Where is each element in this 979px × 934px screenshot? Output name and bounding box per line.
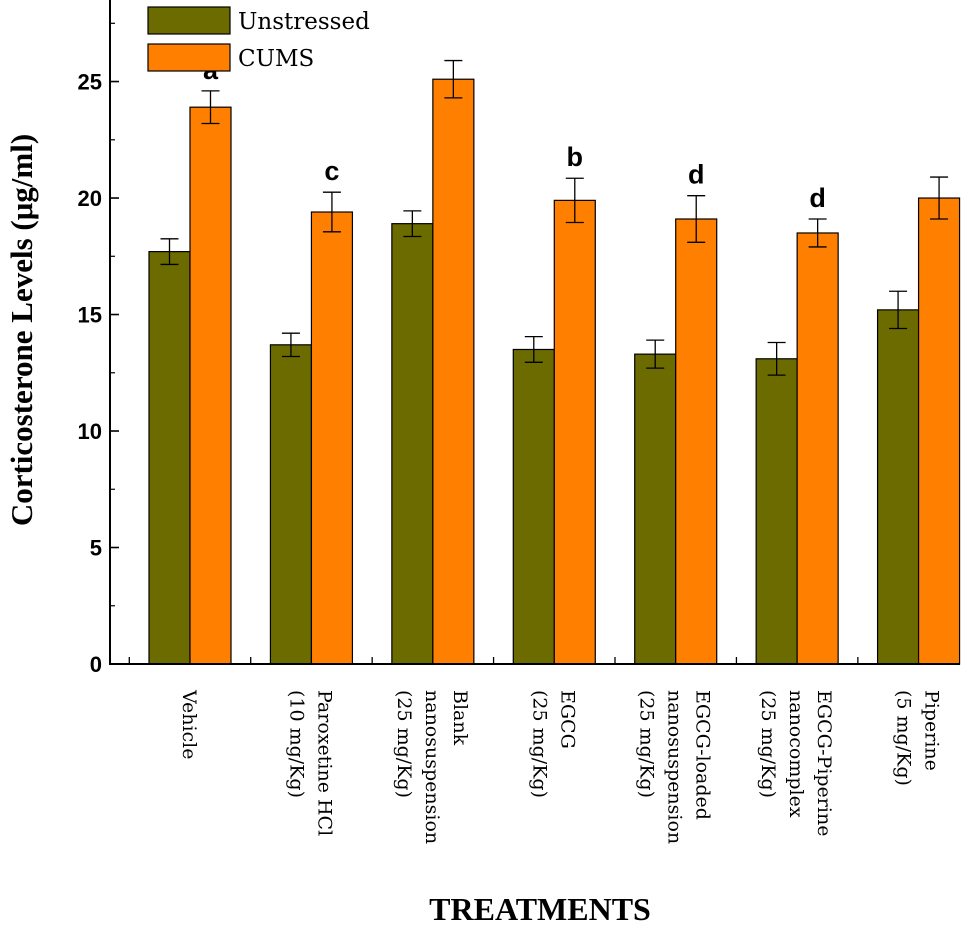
y-tick-label-20: 20 [78,186,102,211]
category-label-5-line-0: EGCG-Piperine [813,690,835,836]
category-label-1-line-0: Paroxetine HCl [313,690,335,836]
bar-cums-4 [675,218,718,665]
bar-unstressed-5 [755,358,798,665]
bar-unstressed-4 [634,353,677,665]
x-axis-title: TREATMENTS [429,891,651,927]
category-label-0-line-0: Vehicle [178,689,200,760]
legend-swatch-cums [147,43,231,72]
y-tick-label-15: 15 [78,303,102,328]
category-label-3-line-1: (25 mg/Kg) [528,690,550,798]
bars-layer [148,78,961,665]
bar-cums-3 [553,199,596,665]
category-label-5-line-2: (25 mg/Kg) [757,690,779,798]
bar-unstressed-2 [391,223,434,665]
category-label-6-line-0: Piperine [921,690,943,771]
y-tick-label-0: 0 [90,652,102,677]
error-bars-layer [160,59,949,376]
legend-label-unstressed: Unstressed [238,9,370,35]
bar-unstressed-3 [512,348,555,665]
y-tick-label-25: 25 [78,70,102,95]
y-tick-label-5: 5 [90,536,102,561]
bar-cums-0 [189,106,232,665]
bar-unstressed-1 [269,344,313,665]
legend: Unstressed CUMS [147,6,370,72]
significance-labels-layer: acbdd [203,55,826,213]
bar-cums-5 [796,232,839,665]
significance-label-1: c [324,156,339,186]
axes-layer [109,0,960,665]
bar-unstressed-0 [148,251,191,665]
category-label-2-line-1: nanosuspension [421,690,443,844]
legend-swatch-unstressed [147,6,231,35]
category-label-2-line-0: Blank [449,690,471,746]
category-label-4-line-2: (25 mg/Kg) [636,690,658,798]
legend-label-cums: CUMS [238,46,314,72]
category-label-4-line-1: nanosuspension [664,690,686,844]
y-tick-label-10: 10 [78,419,102,444]
category-labels: Vehicle Paroxetine HCl (10 mg/Kg) Blank nano… [178,689,943,844]
category-label-4-line-0: EGCG-loaded [692,690,714,820]
category-label-3-line-0: EGCG [556,690,578,749]
significance-label-4: d [688,160,705,190]
bar-cums-2 [432,78,475,665]
category-label-2-line-2: (25 mg/Kg) [393,690,415,798]
category-label-6-line-1: (5 mg/Kg) [893,690,915,786]
y-tick-labels: 0 5 10 15 20 25 [78,70,102,677]
significance-label-5: d [809,183,826,213]
bar-cums-6 [917,197,961,665]
bar-cums-1 [310,211,354,665]
category-label-5-line-1: nanocomplex [785,690,807,818]
bar-unstressed-6 [876,309,920,665]
significance-label-3: b [567,142,584,172]
category-label-1-line-1: (10 mg/Kg) [285,690,307,798]
y-axis-title: Corticosterone Levels (μg/ml) [4,134,39,526]
